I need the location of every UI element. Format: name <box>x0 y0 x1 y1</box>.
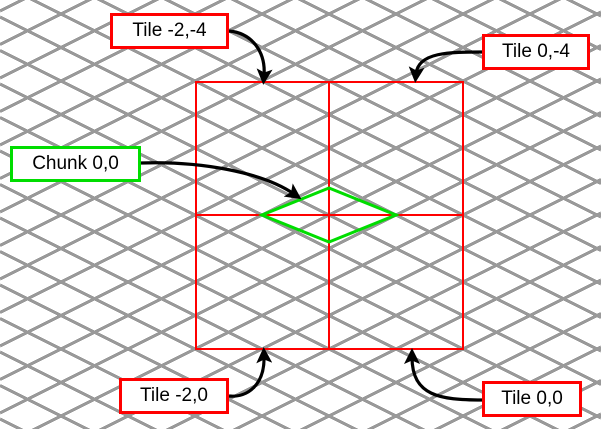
highlighted-tile-diamond <box>257 186 401 244</box>
arrow-tile-neg2-0 <box>228 347 273 398</box>
arrow-tile-0-0 <box>404 348 483 402</box>
label-tile-0-0-text: Tile 0,0 <box>501 388 563 409</box>
label-tile-neg2-neg4-text: Tile -2,-4 <box>132 20 207 41</box>
label-chunk-0-0-text: Chunk 0,0 <box>32 153 119 174</box>
label-tile-0-neg4[interactable]: Tile 0,-4 <box>482 34 590 70</box>
label-tile-0-0[interactable]: Tile 0,0 <box>482 381 582 417</box>
label-tile-neg2-0[interactable]: Tile -2,0 <box>119 378 229 414</box>
label-tile-neg2-neg4[interactable]: Tile -2,-4 <box>110 13 229 49</box>
label-chunk-0-0[interactable]: Chunk 0,0 <box>10 146 141 182</box>
arrow-tile-neg2-neg4 <box>228 29 273 85</box>
label-tile-0-neg4-text: Tile 0,-4 <box>502 41 570 62</box>
arrow-tile-0-neg4 <box>408 50 483 83</box>
arrow-paths <box>140 29 483 402</box>
label-tile-neg2-0-text: Tile -2,0 <box>140 385 208 406</box>
arrow-chunk-0-0 <box>140 161 302 200</box>
